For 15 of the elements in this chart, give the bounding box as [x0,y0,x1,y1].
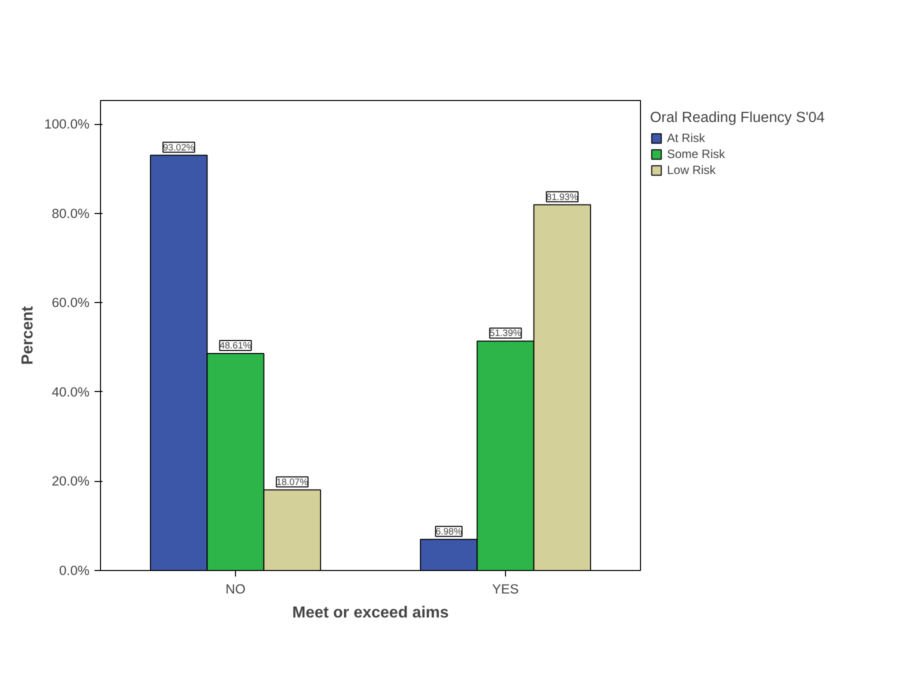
x-tick-label: NO [226,582,246,596]
legend-label: Low Risk [667,163,716,177]
y-axis-title: Percent [19,305,36,365]
legend-title: Oral Reading Fluency S'04 [650,110,825,126]
y-tick-label: 100.0% [44,116,90,132]
x-axis-title: Meet or exceed aims [292,604,449,622]
y-tick-label: 80.0% [52,206,90,221]
legend-label: Some Risk [667,147,726,161]
x-tick-label: YES [492,582,519,596]
y-tick-label: 40.0% [52,384,90,400]
legend-label: At Risk [667,131,706,145]
y-tick-label: 20.0% [52,474,90,489]
y-tick-label: 60.0% [52,295,90,310]
y-tick-label: 0.0% [59,563,90,578]
data-label: 51.39% [490,328,522,338]
